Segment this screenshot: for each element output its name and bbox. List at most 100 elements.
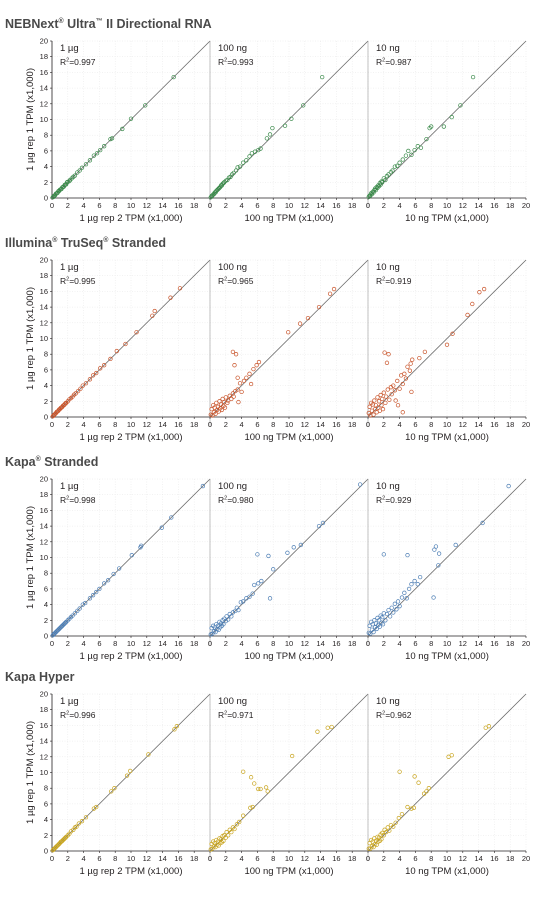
data-point — [381, 552, 386, 557]
data-point — [409, 806, 414, 811]
y-tick-label: 6 — [44, 146, 48, 155]
data-point — [325, 725, 330, 730]
data-point — [386, 352, 391, 357]
data-point — [289, 116, 294, 121]
x-axis-label: 100 ng TPM (x1,000) — [244, 651, 333, 662]
data-point — [382, 350, 387, 355]
data-point — [97, 586, 102, 592]
x-tick-label: 0 — [366, 201, 370, 210]
data-point — [111, 571, 116, 577]
r-squared-label: R2=0.971 — [218, 710, 254, 720]
x-tick-label: 20 — [522, 854, 530, 863]
x-tick-label: 10 — [127, 420, 135, 429]
y-tick-label: 20 — [40, 475, 48, 484]
identity-line — [209, 40, 369, 199]
data-point — [399, 595, 405, 600]
x-tick-label: 20 — [522, 639, 530, 648]
data-point — [429, 124, 434, 129]
x-tick-label: 18 — [506, 639, 514, 648]
x-tick-label: 16 — [490, 420, 498, 429]
panel-1: 0 2 4 6 8 10 12 14 16 18 1 µg rep 2 TPM (x1,000) 1 … — [50, 693, 211, 877]
x-tick-label: 6 — [255, 420, 259, 429]
data-point — [400, 381, 405, 387]
x-tick-label: 8 — [113, 639, 117, 648]
data-point — [436, 551, 442, 556]
data-point — [416, 780, 421, 785]
data-point — [297, 321, 303, 326]
data-point — [83, 381, 89, 386]
x-tick-label: 6 — [255, 854, 259, 863]
panel-3: 0 2 4 6 8 10 12 14 16 18 20 10 ng TPM (x1,000) 10 ng… — [366, 478, 530, 662]
x-tick-label: 8 — [113, 854, 117, 863]
data-point — [396, 815, 401, 821]
x-tick-label: 6 — [97, 201, 101, 210]
r-squared-label: R2=0.995 — [60, 276, 96, 286]
data-point — [481, 286, 487, 292]
x-tick-label: 14 — [158, 639, 166, 648]
y-tick-label: 20 — [40, 690, 48, 699]
data-point — [412, 147, 417, 153]
data-point — [436, 563, 441, 568]
data-point — [123, 341, 128, 347]
data-point — [75, 388, 81, 394]
data-point — [373, 403, 379, 408]
data-point — [458, 103, 463, 108]
x-tick-label: 14 — [474, 201, 482, 210]
panel-2: 0 2 4 6 8 10 12 14 16 18 100 ng TPM (x1,000) 100 ng… — [208, 693, 369, 877]
data-point — [114, 348, 119, 354]
data-point — [383, 177, 388, 183]
data-point — [241, 813, 246, 818]
x-tick-label: 16 — [174, 854, 182, 863]
x-axis-label: 10 ng TPM (x1,000) — [405, 213, 489, 224]
x-tick-label: 2 — [382, 854, 386, 863]
y-tick-label: 14 — [40, 522, 48, 531]
data-point — [405, 364, 410, 369]
data-point — [233, 352, 239, 357]
data-point — [380, 396, 385, 402]
x-tick-label: 0 — [366, 420, 370, 429]
y-tick-label: 2 — [44, 178, 48, 187]
data-point — [266, 553, 271, 559]
x-tick-label: 4 — [82, 201, 86, 210]
data-point — [79, 819, 85, 824]
data-point — [94, 589, 99, 595]
chart-title: Kapa Hyper — [5, 670, 75, 684]
data-point — [70, 613, 75, 618]
data-point — [101, 144, 107, 149]
data-point — [98, 366, 103, 371]
x-tick-label: 6 — [97, 420, 101, 429]
data-point — [225, 400, 230, 406]
r-squared-label: R2=0.996 — [60, 710, 96, 720]
data-point — [129, 552, 134, 558]
x-tick-label: 18 — [506, 201, 514, 210]
x-tick-label: 12 — [301, 854, 309, 863]
data-point — [399, 811, 405, 817]
data-point — [247, 371, 252, 376]
data-point — [168, 295, 173, 300]
x-tick-label: 8 — [429, 201, 433, 210]
identity-line — [367, 478, 527, 637]
data-point — [403, 153, 409, 158]
chart-group-1: NEBNext® Ultra™ II Directional RNA 1 µg r… — [5, 17, 530, 224]
data-point — [379, 179, 384, 184]
panel-label: 100 ng — [218, 262, 247, 273]
x-tick-label: 0 — [366, 854, 370, 863]
data-point — [411, 805, 416, 810]
data-point — [159, 525, 164, 530]
x-tick-label: 12 — [143, 201, 151, 210]
data-point — [229, 614, 234, 619]
data-point — [241, 599, 246, 604]
data-point — [405, 804, 410, 810]
y-axis-label: 1 µg rep 1 TPM (x1,000) — [25, 68, 36, 171]
x-tick-label: 2 — [382, 639, 386, 648]
data-point — [174, 724, 179, 729]
identity-line — [209, 693, 369, 852]
data-point — [258, 786, 263, 792]
data-point — [244, 158, 249, 163]
data-point — [219, 407, 225, 413]
data-point — [229, 396, 234, 402]
data-point — [470, 301, 475, 307]
x-tick-label: 0 — [50, 201, 54, 210]
chart-group-3: Kapa® Stranded 1 µg rep 1 TPM (x1,000) 0 2 4… — [5, 455, 530, 662]
data-point — [271, 567, 276, 572]
